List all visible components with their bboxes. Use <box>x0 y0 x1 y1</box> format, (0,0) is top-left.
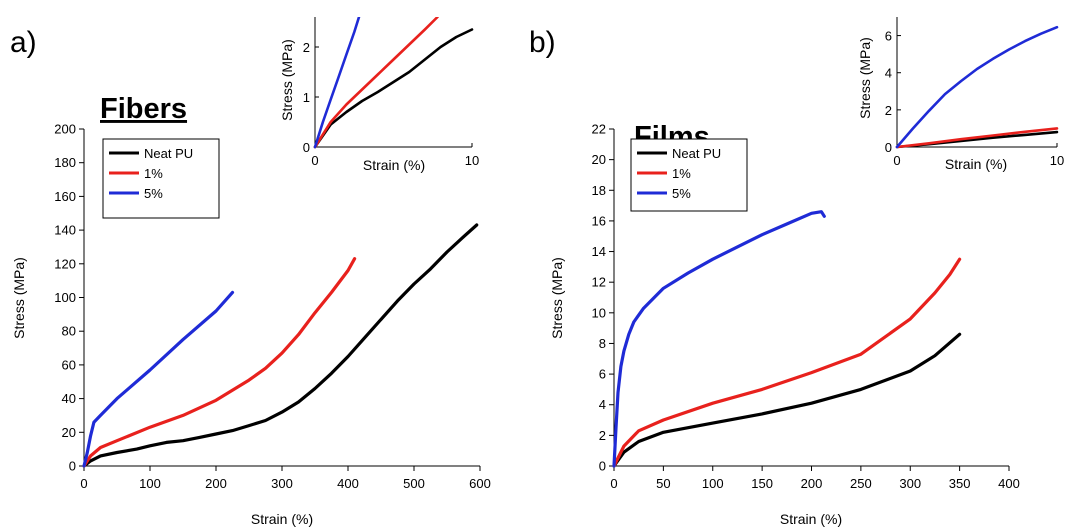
x-tick-label: 250 <box>850 476 872 491</box>
series-line-5- <box>84 292 233 466</box>
inset-series-line-1- <box>897 128 1057 147</box>
y-tick-label: 80 <box>62 324 76 339</box>
y-axis-label: Stress (MPa) <box>549 257 565 339</box>
y-tick-label: 16 <box>592 213 606 228</box>
x-axis-label: Strain (%) <box>251 511 313 527</box>
inset-series-line-5- <box>315 17 359 147</box>
legend-entry: 5% <box>144 186 163 201</box>
y-tick-label: 12 <box>592 275 606 290</box>
inset-y-axis-label: Stress (MPa) <box>279 39 295 121</box>
legend-entry: 5% <box>672 186 691 201</box>
y-tick-label: 4 <box>599 397 606 412</box>
y-tick-label: 14 <box>592 244 606 259</box>
x-tick-label: 200 <box>205 476 227 491</box>
inset-y-tick-label: 4 <box>885 66 892 81</box>
x-tick-label: 0 <box>80 476 87 491</box>
legend: Neat PU 1% 5% <box>103 139 219 218</box>
inset-x-axis-label: Strain (%) <box>363 157 425 173</box>
x-tick-label: 400 <box>337 476 359 491</box>
y-tick-label: 2 <box>599 428 606 443</box>
legend-entry: 1% <box>144 166 163 181</box>
inset-x-axis-label: Strain (%) <box>945 156 1007 172</box>
inset-y-tick-label: 0 <box>885 140 892 155</box>
y-tick-label: 8 <box>599 336 606 351</box>
x-tick-label: 350 <box>949 476 971 491</box>
x-tick-label: 300 <box>899 476 921 491</box>
inset-series-line-1- <box>315 17 438 147</box>
inset-x-tick-label: 10 <box>465 153 479 168</box>
y-tick-label: 200 <box>54 122 76 137</box>
legend: Neat PU 1% 5% <box>631 139 747 211</box>
panel-heading: Fibers <box>100 93 187 125</box>
y-tick-label: 20 <box>62 425 76 440</box>
inset-y-tick-label: 2 <box>303 40 310 55</box>
inset-y-axis-label: Stress (MPa) <box>857 37 873 119</box>
inset-x-tick-label: 0 <box>893 153 900 168</box>
legend-entry: Neat PU <box>672 146 721 161</box>
inset-y-tick-label: 2 <box>885 103 892 118</box>
y-tick-label: 22 <box>592 122 606 137</box>
y-tick-label: 0 <box>599 459 606 474</box>
x-tick-label: 600 <box>469 476 491 491</box>
x-tick-label: 300 <box>271 476 293 491</box>
y-tick-label: 140 <box>54 223 76 238</box>
series-line-1- <box>614 259 960 466</box>
y-axis-label: Stress (MPa) <box>11 257 27 339</box>
inset-y-tick-label: 6 <box>885 29 892 44</box>
y-tick-label: 60 <box>62 357 76 372</box>
panel-label: b) <box>529 26 556 59</box>
y-tick-label: 100 <box>54 290 76 305</box>
inset-y-tick-label: 0 <box>303 140 310 155</box>
inset-y-tick-label: 1 <box>303 90 310 105</box>
inset-series-line-neat-pu <box>315 30 472 148</box>
y-tick-label: 0 <box>69 459 76 474</box>
x-tick-label: 500 <box>403 476 425 491</box>
y-tick-label: 6 <box>599 367 606 382</box>
legend-entry: Neat PU <box>144 146 193 161</box>
x-tick-label: 100 <box>139 476 161 491</box>
x-tick-label: 200 <box>801 476 823 491</box>
inset-series-line-5- <box>897 27 1057 147</box>
x-tick-label: 50 <box>656 476 670 491</box>
x-tick-label: 400 <box>998 476 1020 491</box>
x-axis-label: Strain (%) <box>780 511 842 527</box>
y-tick-label: 10 <box>592 305 606 320</box>
y-tick-label: 160 <box>54 189 76 204</box>
y-tick-label: 18 <box>592 183 606 198</box>
series-line-neat-pu <box>614 334 960 466</box>
y-tick-label: 40 <box>62 391 76 406</box>
legend-entry: 1% <box>672 166 691 181</box>
inset-x-tick-label: 10 <box>1050 153 1064 168</box>
x-tick-label: 150 <box>751 476 773 491</box>
y-tick-label: 180 <box>54 155 76 170</box>
y-tick-label: 20 <box>592 152 606 167</box>
inset-chart: 0 10 0 2 4 6 Strain (%) Stress (MPa) <box>857 17 1064 172</box>
inset-chart: 0 10 0 1 2 Strain (%) Stress (MPa) <box>279 17 479 173</box>
inset-x-tick-label: 0 <box>311 153 318 168</box>
x-tick-label: 0 <box>610 476 617 491</box>
y-tick-label: 120 <box>54 256 76 271</box>
panel-label: a) <box>10 26 37 59</box>
x-tick-label: 100 <box>702 476 724 491</box>
